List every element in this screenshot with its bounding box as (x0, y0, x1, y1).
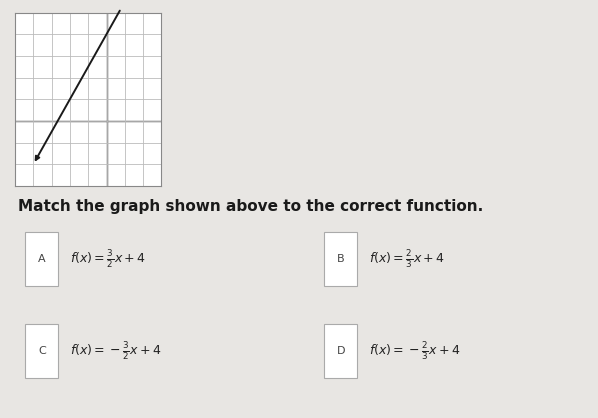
Text: A: A (38, 254, 45, 264)
FancyBboxPatch shape (324, 232, 358, 286)
Text: Match the graph shown above to the correct function.: Match the graph shown above to the corre… (18, 199, 483, 214)
Text: $f(x) = \frac{2}{3}x + 4$: $f(x) = \frac{2}{3}x + 4$ (369, 248, 446, 270)
Text: B: B (337, 254, 344, 264)
FancyBboxPatch shape (26, 232, 59, 286)
Text: D: D (337, 346, 345, 356)
Text: C: C (38, 346, 45, 356)
Text: $f(x) = -\frac{3}{2}x + 4$: $f(x) = -\frac{3}{2}x + 4$ (71, 340, 161, 362)
Text: $f(x) = \frac{3}{2}x + 4$: $f(x) = \frac{3}{2}x + 4$ (71, 248, 147, 270)
FancyBboxPatch shape (324, 324, 358, 378)
Text: $f(x) = -\frac{2}{3}x + 4$: $f(x) = -\frac{2}{3}x + 4$ (369, 340, 460, 362)
FancyBboxPatch shape (26, 324, 59, 378)
